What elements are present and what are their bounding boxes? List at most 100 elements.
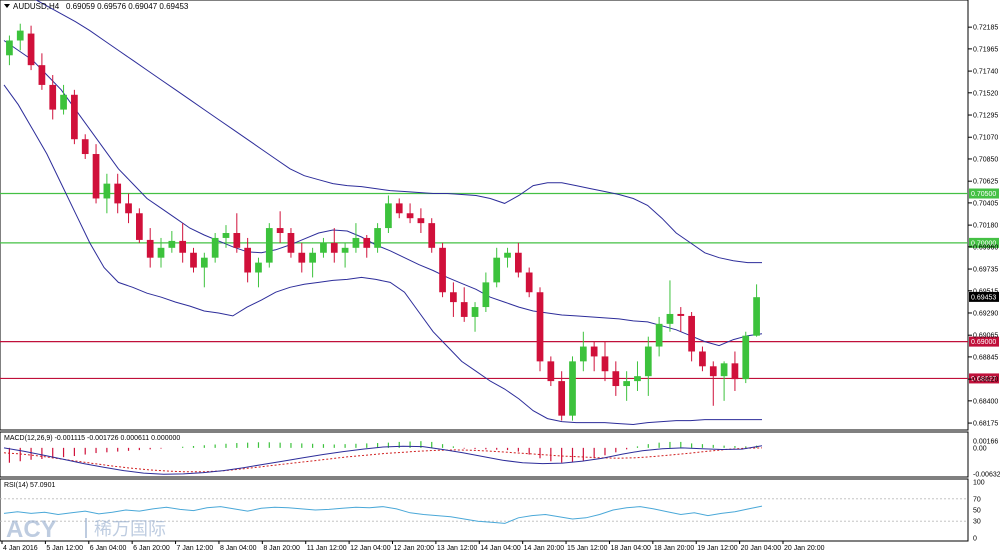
candle-body	[114, 183, 122, 204]
band-lower	[3, 84, 762, 426]
price-tick-label: 0.70850	[973, 156, 998, 163]
price-tick-label: 0.71295	[973, 113, 998, 120]
band-upper	[35, 0, 762, 264]
candle-body	[753, 297, 760, 336]
price-tick-label: 0.68845	[973, 354, 998, 361]
chart-header: AUDUSD,H4 0.69059 0.69576 0.69047 0.6945…	[4, 2, 189, 11]
candle-body	[200, 257, 208, 268]
macd-signal-line	[3, 447, 763, 473]
macd-main-line	[3, 445, 763, 475]
candle-body	[471, 307, 479, 317]
candle-body	[125, 203, 132, 214]
candle-body	[612, 371, 620, 387]
candle-body	[255, 262, 262, 273]
candle-body	[233, 233, 241, 248]
candle-body	[439, 247, 446, 293]
price-panel: 0.70500 0.70000 0.69000 0.68627 0.69453 0.72…	[0, 0, 999, 431]
candle-body	[287, 233, 295, 253]
candle-body	[601, 356, 609, 372]
price-tick-label: 0.71070	[973, 135, 998, 142]
candle-body	[103, 183, 111, 199]
macd-tick-label: 0.00	[973, 445, 987, 452]
rsi-tick-label: 50	[973, 508, 981, 515]
price-tick-label: 0.68175	[973, 421, 998, 428]
candle-body	[406, 213, 414, 219]
rsi-tick-label: 100	[973, 480, 985, 487]
price-tick-label: 0.71520	[973, 90, 998, 97]
time-tick-label: 18 Jan 04:00	[610, 545, 651, 552]
candle-body	[341, 247, 349, 253]
candle-body	[276, 228, 284, 234]
candle-body	[482, 282, 490, 308]
rsi-tick-label: 30	[973, 519, 981, 526]
candle-body	[450, 292, 457, 303]
candle-body	[525, 272, 533, 293]
candle-body	[136, 213, 143, 240]
candle-body	[157, 247, 165, 258]
candle-body	[71, 94, 78, 140]
candle-body	[460, 302, 468, 317]
macd-series	[3, 441, 763, 475]
candle-body	[709, 366, 717, 377]
candle-body	[742, 335, 750, 380]
candle-body	[330, 242, 338, 253]
rsi-axis: 100 70 50 30 0	[973, 480, 985, 543]
candle-body	[81, 139, 89, 155]
macd-tick-label: -0.006328	[973, 472, 1000, 479]
time-tick-label: 12 Jan 20:00	[394, 545, 435, 552]
time-tick-label: 20 Jan 20:00	[784, 545, 825, 552]
candle-body	[16, 30, 24, 41]
candle-body	[634, 376, 641, 382]
candle-body	[644, 346, 652, 377]
current-price-tag	[969, 291, 999, 302]
time-tick-label: 14 Jan 04:00	[480, 545, 521, 552]
candle-body	[731, 363, 739, 380]
level-tag-label: 0.70000	[971, 240, 996, 247]
candle-body	[688, 315, 695, 352]
candle-body	[190, 252, 197, 268]
candle-body	[320, 242, 327, 253]
level-tag-label: 0.70500	[971, 191, 996, 198]
level-tag-0.70000	[969, 237, 999, 248]
candle-body	[547, 361, 555, 382]
candle-body	[385, 203, 392, 229]
candle-body	[222, 233, 230, 238]
time-tick-label: 7 Jan 12:00	[177, 545, 214, 552]
candlesticks	[6, 23, 760, 421]
candle-body	[569, 361, 576, 416]
macd-tick-label: 0.00166	[973, 439, 998, 446]
candle-body	[515, 252, 522, 273]
band-middle	[3, 40, 763, 347]
candle-body	[493, 257, 501, 283]
candle-body	[428, 223, 436, 248]
watermark-latin: ACY	[6, 516, 57, 543]
candle-body	[666, 313, 674, 324]
candle-body	[590, 346, 598, 357]
dropdown-arrow-icon[interactable]	[4, 4, 10, 8]
price-tick-label: 0.71740	[973, 69, 998, 76]
candle-body	[60, 94, 67, 110]
candle-body	[352, 237, 360, 248]
rsi-header: RSI(14) 57.0901	[4, 482, 55, 489]
candle-body	[374, 228, 381, 248]
candle-body	[27, 33, 35, 66]
time-tick-label: 13 Jan 12:00	[437, 545, 478, 552]
price-tick-label: 0.69735	[973, 267, 998, 274]
candle-body	[536, 292, 544, 362]
candle-body	[720, 363, 728, 377]
rsi-tick-label: 70	[973, 496, 981, 503]
candle-body	[265, 228, 273, 263]
macd-panel-frame	[0, 431, 969, 478]
candle-body	[558, 381, 566, 416]
candle-body	[417, 218, 425, 224]
time-axis: 4 Jan 2016 5 Jan 12:00 6 Jan 04:00 6 Jan 20…	[1, 541, 825, 552]
rsi-tick-label: 0	[973, 536, 977, 543]
time-tick-label: 6 Jan 04:00	[90, 545, 127, 552]
time-tick-label: 8 Jan 04:00	[220, 545, 257, 552]
candle-body	[38, 65, 46, 85]
rsi-series	[0, 498, 968, 524]
level-tag-0.70500	[969, 188, 999, 199]
price-tick-label: 0.72185	[973, 25, 998, 32]
